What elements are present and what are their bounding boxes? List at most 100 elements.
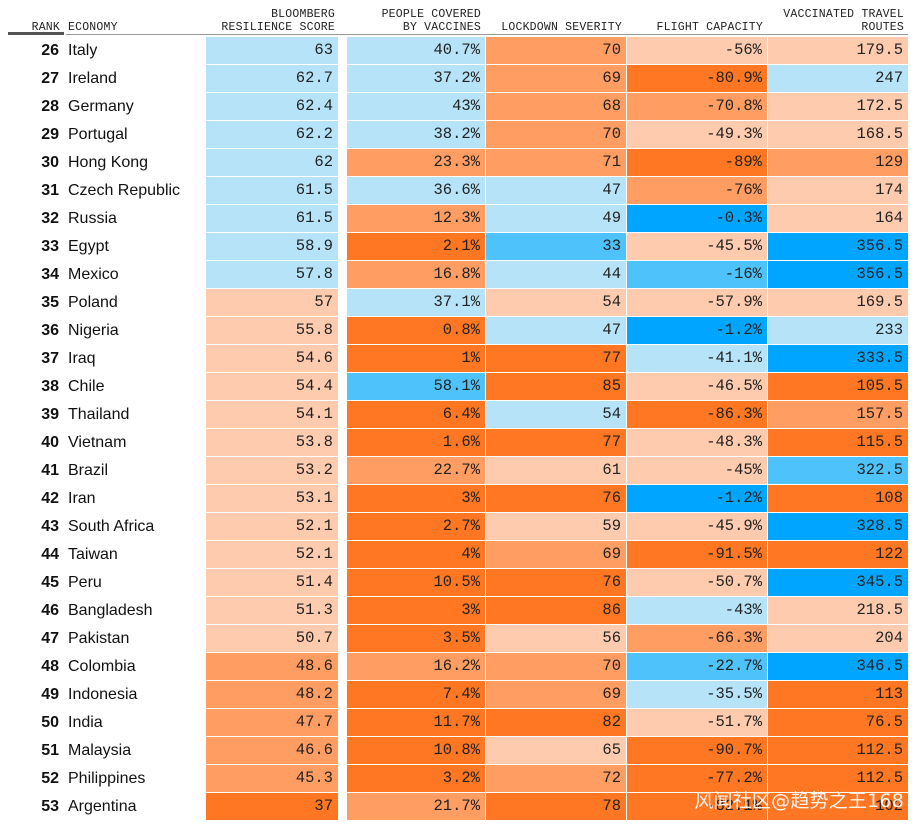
economy-cell: Russia: [68, 210, 117, 227]
resilience-score-cell: 54.6: [206, 345, 338, 372]
vaccine-coverage-cell: 38.2%: [347, 121, 485, 148]
vaccinated-travel-routes-cell: 356.5: [768, 261, 908, 288]
vaccine-coverage-cell: 43%: [347, 93, 485, 120]
economy-cell: Colombia: [68, 658, 136, 675]
lockdown-severity-cell: 77: [486, 429, 626, 456]
resilience-score-cell: 55.8: [206, 317, 338, 344]
resilience-score-cell: 37: [206, 793, 338, 820]
table-row: 36 Nigeria 55.8 0.8% 47 -1.2% 233: [0, 317, 916, 345]
rank-cell: 32: [41, 210, 59, 227]
rank-cell: 48: [41, 658, 59, 675]
vaccine-coverage-cell: 40.7%: [347, 37, 485, 64]
economy-cell: Mexico: [68, 266, 119, 283]
resilience-score-cell: 51.4: [206, 569, 338, 596]
lockdown-severity-cell: 70: [486, 121, 626, 148]
table-row: 50 India 47.7 11.7% 82 -51.7% 76.5: [0, 709, 916, 737]
table-row: 47 Pakistan 50.7 3.5% 56 -66.3% 204: [0, 625, 916, 653]
vaccinated-travel-routes-cell: 346.5: [768, 653, 908, 680]
rank-cell: 49: [41, 686, 59, 703]
economy-cell: Egypt: [68, 238, 109, 255]
flight-capacity-cell: -43%: [627, 597, 767, 624]
lockdown-severity-cell: 69: [486, 681, 626, 708]
economy-cell: Brazil: [68, 462, 109, 479]
vaccinated-travel-routes-cell: 105.5: [768, 373, 908, 400]
flight-capacity-cell: -45%: [627, 457, 767, 484]
economy-cell: Iraq: [68, 350, 96, 367]
lockdown-severity-header: LOCKDOWN SEVERITY: [501, 21, 622, 34]
vaccine-coverage-cell: 0.8%: [347, 317, 485, 344]
economy-cell: Portugal: [68, 126, 128, 143]
economy-cell: South Africa: [68, 518, 155, 535]
economy-cell: Vietnam: [68, 434, 127, 451]
resilience-score-cell: 50.7: [206, 625, 338, 652]
resilience-score-cell: 57.8: [206, 261, 338, 288]
flight-capacity-cell: -45.5%: [627, 233, 767, 260]
resilience-score-cell: 51.3: [206, 597, 338, 624]
economy-cell: Indonesia: [68, 686, 138, 703]
rank-cell: 29: [41, 126, 59, 143]
vaccinated-travel-routes-cell: 157.5: [768, 401, 908, 428]
table-row: 39 Thailand 54.1 6.4% 54 -86.3% 157.5: [0, 401, 916, 429]
lockdown-severity-cell: 70: [486, 653, 626, 680]
resilience-score-cell: 63: [206, 37, 338, 64]
rank-cell: 38: [41, 378, 59, 395]
economy-cell: Thailand: [68, 406, 130, 423]
economy-cell: Germany: [68, 98, 134, 115]
rank-cell: 43: [41, 518, 59, 535]
vaccinated-travel-routes-cell: 102: [768, 793, 908, 820]
resilience-score-cell: 53.1: [206, 485, 338, 512]
flight-capacity-cell: -22.7%: [627, 653, 767, 680]
table-row: 51 Malaysia 46.6 10.8% 65 -90.7% 112.5: [0, 737, 916, 765]
table-row: 35 Poland 57 37.1% 54 -57.9% 169.5: [0, 289, 916, 317]
vaccinated-travel-routes-cell: 179.5: [768, 37, 908, 64]
vaccinated-travel-routes-cell: 169.5: [768, 289, 908, 316]
lockdown-severity-cell: 77: [486, 345, 626, 372]
vaccinated-travel-routes-cell: 204: [768, 625, 908, 652]
rank-cell: 26: [41, 42, 59, 59]
table-row: 52 Philippines 45.3 3.2% 72 -77.2% 112.5: [0, 765, 916, 793]
table-row: 30 Hong Kong 62 23.3% 71 -89% 129: [0, 149, 916, 177]
lockdown-severity-cell: 76: [486, 569, 626, 596]
resilience-score-cell: 46.6: [206, 737, 338, 764]
vaccinated-travel-routes-cell: 233: [768, 317, 908, 344]
rank-cell: 45: [41, 574, 59, 591]
flight-capacity-cell: -70.8%: [627, 93, 767, 120]
rank-cell: 36: [41, 322, 59, 339]
flight-capacity-cell: -41.1%: [627, 345, 767, 372]
economy-cell: Taiwan: [68, 546, 118, 563]
vaccinated-travel-routes-cell: 328.5: [768, 513, 908, 540]
vaccine-coverage-cell: 58.1%: [347, 373, 485, 400]
table-row: 43 South Africa 52.1 2.7% 59 -45.9% 328.5: [0, 513, 916, 541]
vaccinated-travel-routes-cell: 174: [768, 177, 908, 204]
resilience-score-cell: 52.1: [206, 513, 338, 540]
table-row: 46 Bangladesh 51.3 3% 86 -43% 218.5: [0, 597, 916, 625]
vaccinated-travel-routes-header: VACCINATED TRAVEL ROUTES: [783, 8, 904, 34]
vaccine-coverage-cell: 2.7%: [347, 513, 485, 540]
table-row: 41 Brazil 53.2 22.7% 61 -45% 322.5: [0, 457, 916, 485]
vaccine-coverage-cell: 16.2%: [347, 653, 485, 680]
lockdown-severity-cell: 54: [486, 289, 626, 316]
lockdown-severity-cell: 33: [486, 233, 626, 260]
rank-cell: 31: [41, 182, 59, 199]
lockdown-severity-cell: 86: [486, 597, 626, 624]
rank-cell: 28: [41, 98, 59, 115]
economy-cell: Bangladesh: [68, 602, 153, 619]
resilience-score-cell: 53.2: [206, 457, 338, 484]
watermark: 风闻社区@趋势之王168: [694, 790, 904, 812]
table-row: 53 Argentina 37 21.7% 78 -82.1% 102: [0, 793, 916, 821]
resilience-score-header: BLOOMBERG RESILIENCE SCORE: [221, 8, 335, 34]
lockdown-severity-cell: 44: [486, 261, 626, 288]
vaccinated-travel-routes-cell: 333.5: [768, 345, 908, 372]
economy-cell: Malaysia: [68, 742, 132, 759]
table-row: 33 Egypt 58.9 2.1% 33 -45.5% 356.5: [0, 233, 916, 261]
economy-cell: Iran: [68, 490, 96, 507]
vaccinated-travel-routes-cell: 356.5: [768, 233, 908, 260]
vaccinated-travel-routes-cell: 164: [768, 205, 908, 232]
rank-header: RANK: [31, 21, 60, 34]
vaccinated-travel-routes-cell: 113: [768, 681, 908, 708]
economy-cell: Pakistan: [68, 630, 130, 647]
vaccine-coverage-cell: 3.5%: [347, 625, 485, 652]
economy-cell: Nigeria: [68, 322, 119, 339]
flight-capacity-cell: -45.9%: [627, 513, 767, 540]
vaccinated-travel-routes-cell: 112.5: [768, 765, 908, 792]
